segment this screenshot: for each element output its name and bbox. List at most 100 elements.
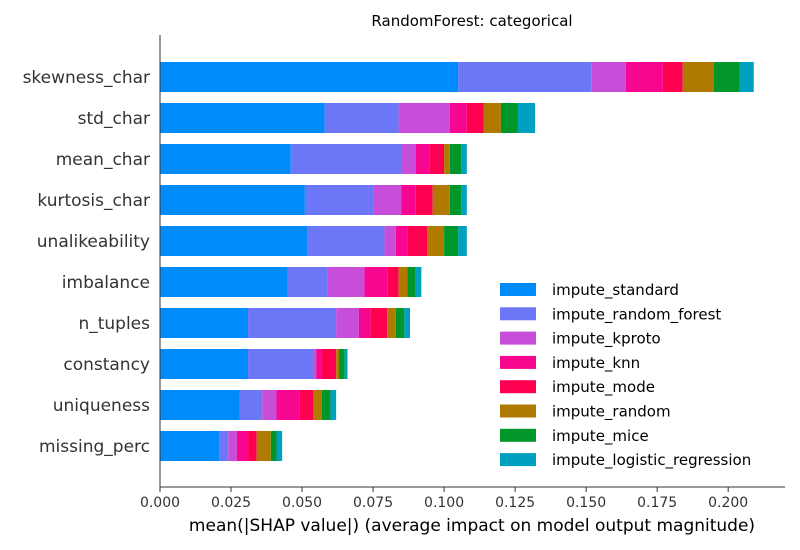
x-tick-label: 0.000 xyxy=(140,495,180,511)
legend-swatch xyxy=(500,355,536,369)
bar-skewness_char-impute_knn xyxy=(625,62,663,92)
bar-constancy-impute_random_forest xyxy=(248,349,314,379)
bar-uniqueness-impute_standard xyxy=(160,390,240,420)
bar-kurtosis_char-impute_random xyxy=(432,185,450,215)
bar-std_char-impute_random_forest xyxy=(324,103,399,133)
bar-unalikeability-impute_standard xyxy=(160,226,308,256)
legend-swatch xyxy=(500,331,536,345)
bar-uniqueness-impute_random_forest xyxy=(239,390,263,420)
bar-unalikeability-impute_logistic_regression xyxy=(458,226,467,256)
bar-n_tuples-impute_kproto xyxy=(336,308,359,338)
legend-swatch xyxy=(500,453,536,467)
x-tick-label: 0.200 xyxy=(708,495,748,511)
bar-constancy-impute_mode xyxy=(321,349,337,379)
legend-label: impute_logistic_regression xyxy=(552,451,751,470)
x-tick-label: 0.100 xyxy=(424,495,464,511)
bar-unalikeability-impute_knn xyxy=(395,226,408,256)
legend-label: impute_knn xyxy=(552,354,640,373)
bar-n_tuples-impute_standard xyxy=(160,308,249,338)
bar-skewness_char-impute_mice xyxy=(713,62,740,92)
bar-uniqueness-impute_random xyxy=(313,390,322,420)
bar-missing_perc-impute_random xyxy=(256,431,271,461)
x-tick-label: 0.125 xyxy=(495,495,535,511)
bar-kurtosis_char-impute_mice xyxy=(449,185,462,215)
x-tick-label: 0.150 xyxy=(566,495,606,511)
legend-label: impute_kproto xyxy=(552,330,661,349)
bar-constancy-impute_kproto xyxy=(313,349,317,379)
y-tick-label: unalikeability xyxy=(37,232,150,252)
x-axis: 0.000 0.025 0.050 0.075 0.100 0.125 0.150 0.175… xyxy=(140,35,785,511)
legend-label: impute_standard xyxy=(552,281,679,300)
bar-imbalance-impute_random xyxy=(398,267,408,297)
bar-constancy-impute_logistic_regression xyxy=(344,349,348,379)
y-tick-label: uniqueness xyxy=(53,396,150,416)
bar-imbalance-impute_standard xyxy=(160,267,288,297)
y-tick-label: skewness_char xyxy=(23,68,150,88)
legend-swatch xyxy=(500,283,536,296)
y-tick-labels: skewness_char std_char mean_char kurtosis_c… xyxy=(23,68,151,457)
y-tick-label: constancy xyxy=(63,355,150,375)
bar-mean_char-impute_random_forest xyxy=(290,144,402,174)
legend-swatch xyxy=(500,380,536,394)
y-tick-label: n_tuples xyxy=(78,314,150,334)
y-tick-label: std_char xyxy=(78,109,150,129)
chart-title: RandomForest: categorical xyxy=(371,12,572,30)
legend-label: impute_random_forest xyxy=(552,305,721,324)
bar-skewness_char-impute_random_forest xyxy=(458,62,592,92)
legend-swatch xyxy=(500,307,536,321)
bar-skewness_char-impute_logistic_regression xyxy=(739,62,754,92)
bar-std_char-impute_mode xyxy=(466,103,484,133)
bar-n_tuples-impute_mice xyxy=(395,308,405,338)
y-tick-label: kurtosis_char xyxy=(37,191,150,211)
bar-std_char-impute_random xyxy=(483,103,501,133)
bar-kurtosis_char-impute_random_forest xyxy=(304,185,374,215)
bar-skewness_char-impute_random xyxy=(682,62,714,92)
bar-constancy-impute_mice xyxy=(338,349,345,379)
bar-kurtosis_char-impute_mode xyxy=(415,185,433,215)
bar-std_char-impute_mice xyxy=(500,103,518,133)
bar-uniqueness-impute_mode xyxy=(299,390,314,420)
legend-label: impute_mode xyxy=(552,378,655,397)
bar-mean_char-impute_random xyxy=(444,144,450,174)
bar-kurtosis_char-impute_kproto xyxy=(373,185,402,215)
bar-uniqueness-impute_kproto xyxy=(262,390,277,420)
bar-missing_perc-impute_standard xyxy=(160,431,220,461)
bar-constancy-impute_random xyxy=(336,349,339,379)
bar-std_char-impute_standard xyxy=(160,103,325,133)
bar-std_char-impute_logistic_regression xyxy=(517,103,535,133)
y-tick-label: mean_char xyxy=(56,150,150,170)
bar-imbalance-impute_mode xyxy=(387,267,399,297)
bar-kurtosis_char-impute_logistic_regression xyxy=(461,185,467,215)
y-tick-label: imbalance xyxy=(62,273,150,293)
bar-mean_char-impute_kproto xyxy=(401,144,416,174)
bar-imbalance-impute_mice xyxy=(407,267,416,297)
x-tick-label: 0.050 xyxy=(282,495,322,511)
bar-missing_perc-impute_mice xyxy=(270,431,277,461)
bar-missing_perc-impute_random_forest xyxy=(219,431,229,461)
bar-mean_char-impute_knn xyxy=(415,144,430,174)
bar-mean_char-impute_logistic_regression xyxy=(461,144,467,174)
bar-mean_char-impute_standard xyxy=(160,144,291,174)
bars-group xyxy=(160,62,754,461)
bar-missing_perc-impute_knn xyxy=(236,431,249,461)
x-tick-label: 0.075 xyxy=(353,495,393,511)
legend-label: impute_random xyxy=(552,403,671,422)
bar-uniqueness-impute_logistic_regression xyxy=(330,390,337,420)
legend-swatch xyxy=(500,428,536,442)
bar-n_tuples-impute_logistic_regression xyxy=(404,308,410,338)
legend: impute_standard impute_random_forestimput… xyxy=(500,281,751,470)
bar-constancy-impute_knn xyxy=(316,349,322,379)
bar-unalikeability-impute_random_forest xyxy=(307,226,385,256)
bar-unalikeability-impute_random xyxy=(427,226,445,256)
bar-n_tuples-impute_mode xyxy=(370,308,388,338)
bar-missing_perc-impute_kproto xyxy=(228,431,237,461)
bar-kurtosis_char-impute_knn xyxy=(401,185,416,215)
bar-n_tuples-impute_random xyxy=(387,308,396,338)
legend-swatch xyxy=(500,404,536,418)
bar-kurtosis_char-impute_standard xyxy=(160,185,305,215)
legend-label: impute_mice xyxy=(552,427,649,446)
bar-skewness_char-impute_standard xyxy=(160,62,459,92)
bar-skewness_char-impute_mode xyxy=(662,62,683,92)
bar-unalikeability-impute_mice xyxy=(444,226,459,256)
